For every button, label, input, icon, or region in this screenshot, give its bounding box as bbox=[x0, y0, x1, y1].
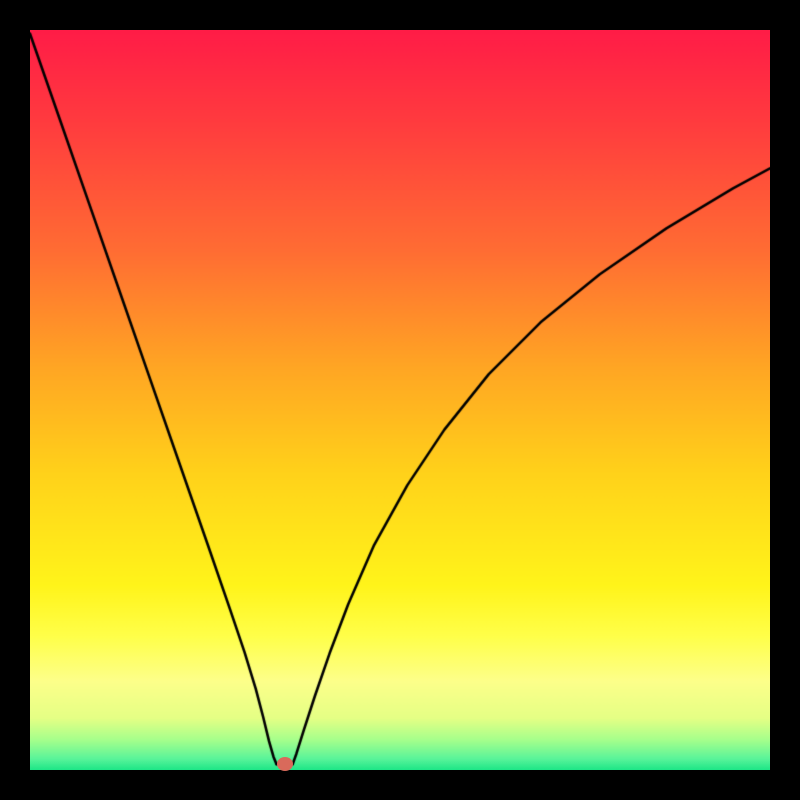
plot-area bbox=[30, 30, 770, 770]
bottleneck-curve bbox=[30, 30, 770, 770]
bottleneck-marker bbox=[277, 757, 293, 771]
chart-stage: TheBottleneck.com bbox=[0, 0, 800, 800]
watermark-text: TheBottleneck.com bbox=[565, 6, 774, 34]
